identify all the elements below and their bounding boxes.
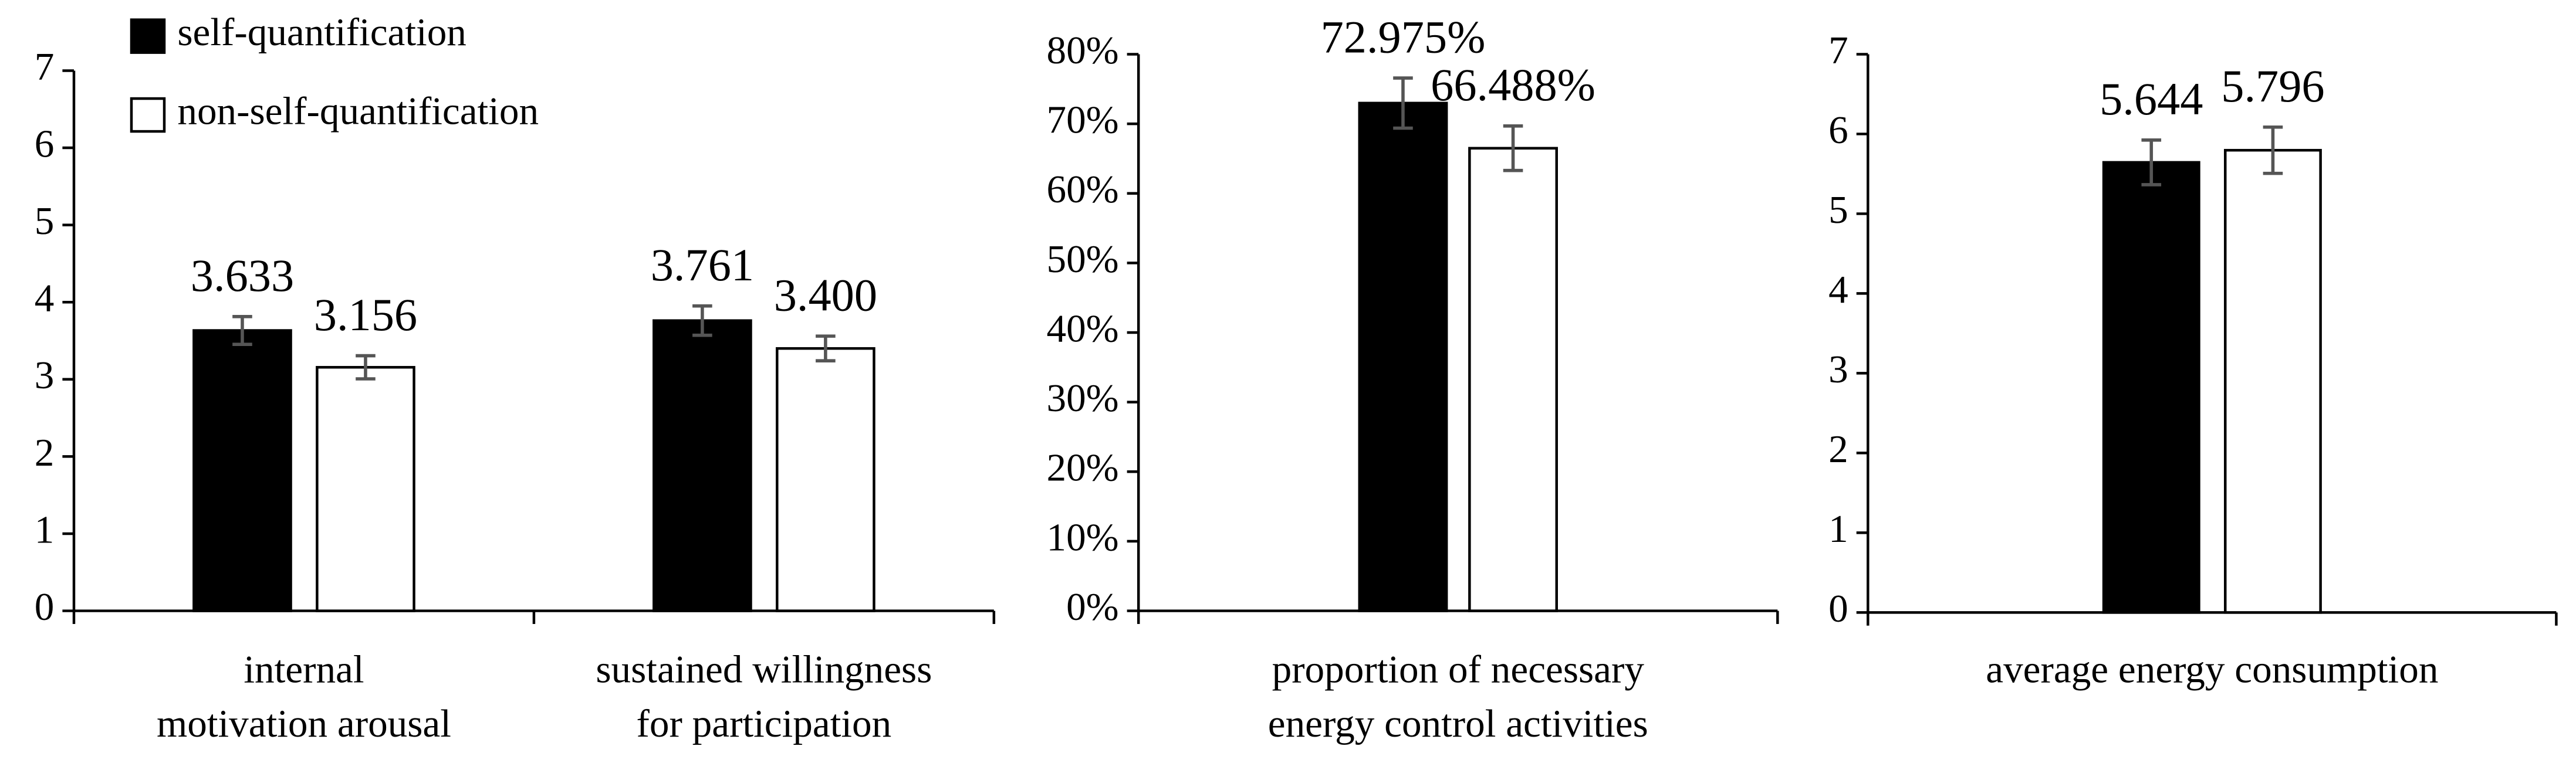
y-tick-label: 6 — [1828, 108, 1848, 152]
x-tick-label: motivation arousal — [157, 701, 451, 745]
legend-swatch — [130, 18, 166, 54]
legend-swatch — [130, 97, 166, 133]
error-bar — [2263, 125, 2283, 175]
error-bar — [1393, 76, 1413, 130]
y-tick-label: 70% — [1046, 98, 1118, 142]
error-bar — [232, 315, 252, 346]
y-tick-label: 50% — [1046, 237, 1118, 281]
y-tick-label: 4 — [35, 276, 55, 320]
x-tick-label: sustained willingness — [596, 647, 932, 691]
x-tick-label: energy control activities — [1268, 701, 1648, 745]
y-tick-label: 40% — [1046, 306, 1118, 350]
panel: 0% 10% 20% 30% 40% 50% 60% 70% 80% proportion of … — [1046, 11, 1779, 745]
y-tick-label: 7 — [1828, 28, 1848, 72]
legend-label: self-quantification — [177, 10, 466, 54]
y-tick-label: 1 — [1828, 507, 1848, 551]
y-tick-label: 0% — [1066, 585, 1119, 629]
y-tick-label: 1 — [35, 507, 55, 551]
bar — [2224, 148, 2322, 614]
value-label: 5.796 — [2221, 60, 2324, 111]
x-tick-label: internal — [244, 647, 364, 691]
error-bar — [816, 334, 836, 363]
value-label: 3.633 — [191, 250, 294, 301]
y-tick-label: 4 — [1828, 267, 1848, 311]
value-label: 72.975% — [1321, 11, 1486, 62]
bar — [316, 366, 415, 612]
y-tick-label: 7 — [35, 45, 55, 89]
bar — [1468, 147, 1558, 612]
y-tick-label: 5 — [1828, 188, 1848, 232]
y-tick-label: 20% — [1046, 446, 1118, 490]
y-tick-label: 0 — [1828, 586, 1848, 630]
x-tick-label: average energy consumption — [1986, 647, 2438, 691]
y-tick-label: 60% — [1046, 167, 1118, 211]
panel: 0 1 2 3 4 5 6 7 internal motivation arousal 3.633 3… — [35, 10, 996, 745]
value-label: 3.156 — [314, 289, 417, 340]
bar — [776, 347, 875, 612]
error-bar — [356, 354, 376, 381]
error-bar — [1503, 124, 1523, 172]
y-tick-label: 5 — [35, 199, 55, 243]
value-label: 5.644 — [2100, 73, 2203, 124]
y-tick-label: 3 — [1828, 347, 1848, 391]
error-bar — [692, 304, 712, 337]
y-tick-label: 2 — [1828, 427, 1848, 471]
value-label: 3.400 — [774, 270, 877, 321]
panel: 0 1 2 3 4 5 6 7 average energy consumption 5.644 5… — [1828, 28, 2558, 691]
y-tick-label: 80% — [1046, 28, 1118, 72]
y-tick-label: 2 — [35, 430, 55, 474]
y-tick-label: 0 — [35, 585, 55, 629]
value-label: 66.488% — [1431, 59, 1595, 110]
x-tick-label: for participation — [637, 701, 892, 745]
bar — [192, 329, 292, 612]
y-tick-label: 3 — [35, 353, 55, 397]
y-tick-label: 30% — [1046, 376, 1118, 420]
value-label: 3.761 — [651, 239, 754, 290]
y-tick-label: 6 — [35, 121, 55, 165]
error-bar — [2141, 138, 2162, 186]
bar — [653, 319, 752, 612]
bar — [1358, 101, 1448, 612]
legend-label: non-self-quantification — [177, 89, 539, 133]
bar — [2102, 161, 2200, 614]
x-tick-label: proportion of necessary — [1272, 647, 1645, 691]
y-tick-label: 10% — [1046, 515, 1118, 559]
